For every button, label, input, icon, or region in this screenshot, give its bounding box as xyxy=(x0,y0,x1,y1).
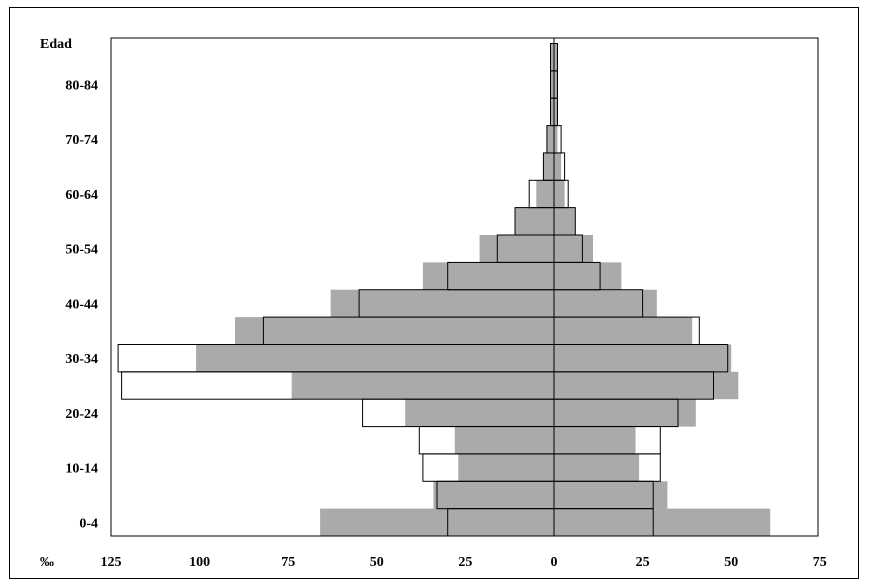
bar-left-filled-60-64 xyxy=(536,180,554,208)
bar-left-filled-15-19 xyxy=(454,426,554,454)
bar-right-filled-50-54 xyxy=(554,235,593,263)
bar-left-filled-10-14 xyxy=(458,453,554,482)
bar-right-filled-40-44 xyxy=(554,289,657,318)
bar-left-filled-30-34 xyxy=(196,344,554,372)
bar-left-filled-70-74 xyxy=(546,125,554,153)
x-axis-unit: ‰ xyxy=(40,555,54,570)
y-tick-label: 80-84 xyxy=(65,79,98,94)
bar-left-filled-80-84 xyxy=(550,70,554,99)
bar-left-filled-85+ xyxy=(550,43,554,71)
bar-right-filled-55-59 xyxy=(554,207,576,235)
bar-right-filled-30-34 xyxy=(554,344,732,372)
bar-left-filled-40-44 xyxy=(330,289,554,318)
y-tick-label: 50-54 xyxy=(65,243,98,258)
chart-frame xyxy=(9,7,859,579)
y-tick-label: 70-74 xyxy=(65,133,98,148)
bar-right-filled-70-74 xyxy=(554,125,558,153)
plot-area-border xyxy=(110,37,819,537)
y-tick-label: 30-34 xyxy=(65,352,98,367)
bar-left-filled-55-59 xyxy=(515,207,554,235)
bar-right-filled-5-9 xyxy=(554,481,668,509)
x-tick-label: 50 xyxy=(724,555,738,570)
x-tick-label: 75 xyxy=(813,555,827,570)
x-tick-label: 50 xyxy=(370,555,384,570)
bar-right-filled-85+ xyxy=(554,43,558,71)
bar-left-filled-25-29 xyxy=(291,371,554,400)
y-tick-label: 0-4 xyxy=(79,516,98,531)
bars-group xyxy=(117,43,771,537)
bar-left-filled-50-54 xyxy=(479,235,554,263)
bar-left-filled-75-79 xyxy=(550,98,554,126)
axes-group xyxy=(110,37,819,537)
bar-right-filled-10-14 xyxy=(554,453,640,482)
bar-left-filled-20-24 xyxy=(405,399,554,427)
bar-right-filled-75-79 xyxy=(554,98,558,126)
bar-right-filled-35-39 xyxy=(554,317,693,345)
x-tick-label: 0 xyxy=(551,555,558,570)
bar-right-filled-0-4 xyxy=(554,508,771,536)
y-tick-label: 10-14 xyxy=(65,462,98,477)
bar-right-filled-25-29 xyxy=(554,371,739,400)
bar-right-filled-60-64 xyxy=(554,180,565,208)
bar-left-filled-35-39 xyxy=(235,317,554,345)
y-tick-label: 40-44 xyxy=(65,297,98,312)
bar-right-filled-45-49 xyxy=(554,262,622,290)
x-tick-label: 125 xyxy=(101,555,122,570)
y-axis-title: Edad xyxy=(40,37,72,52)
x-tick-label: 25 xyxy=(458,555,472,570)
bar-right-filled-15-19 xyxy=(554,426,636,454)
bar-left-filled-0-4 xyxy=(320,508,554,536)
bar-left-filled-45-49 xyxy=(422,262,554,290)
y-tick-label: 20-24 xyxy=(65,407,98,422)
bar-right-filled-65-69 xyxy=(554,152,562,181)
x-tick-label: 100 xyxy=(189,555,210,570)
bar-right-filled-20-24 xyxy=(554,399,696,427)
bar-right-filled-80-84 xyxy=(554,70,558,99)
ticks-group: 125 100 75 50 25 0 25 50 75 0-4 10-14 20-24 30-34 40-… xyxy=(65,79,826,571)
x-tick-label: 25 xyxy=(636,555,650,570)
bar-left-filled-5-9 xyxy=(433,481,554,509)
bar-left-filled-65-69 xyxy=(543,152,554,181)
x-tick-label: 75 xyxy=(281,555,295,570)
y-tick-label: 60-64 xyxy=(65,188,98,203)
